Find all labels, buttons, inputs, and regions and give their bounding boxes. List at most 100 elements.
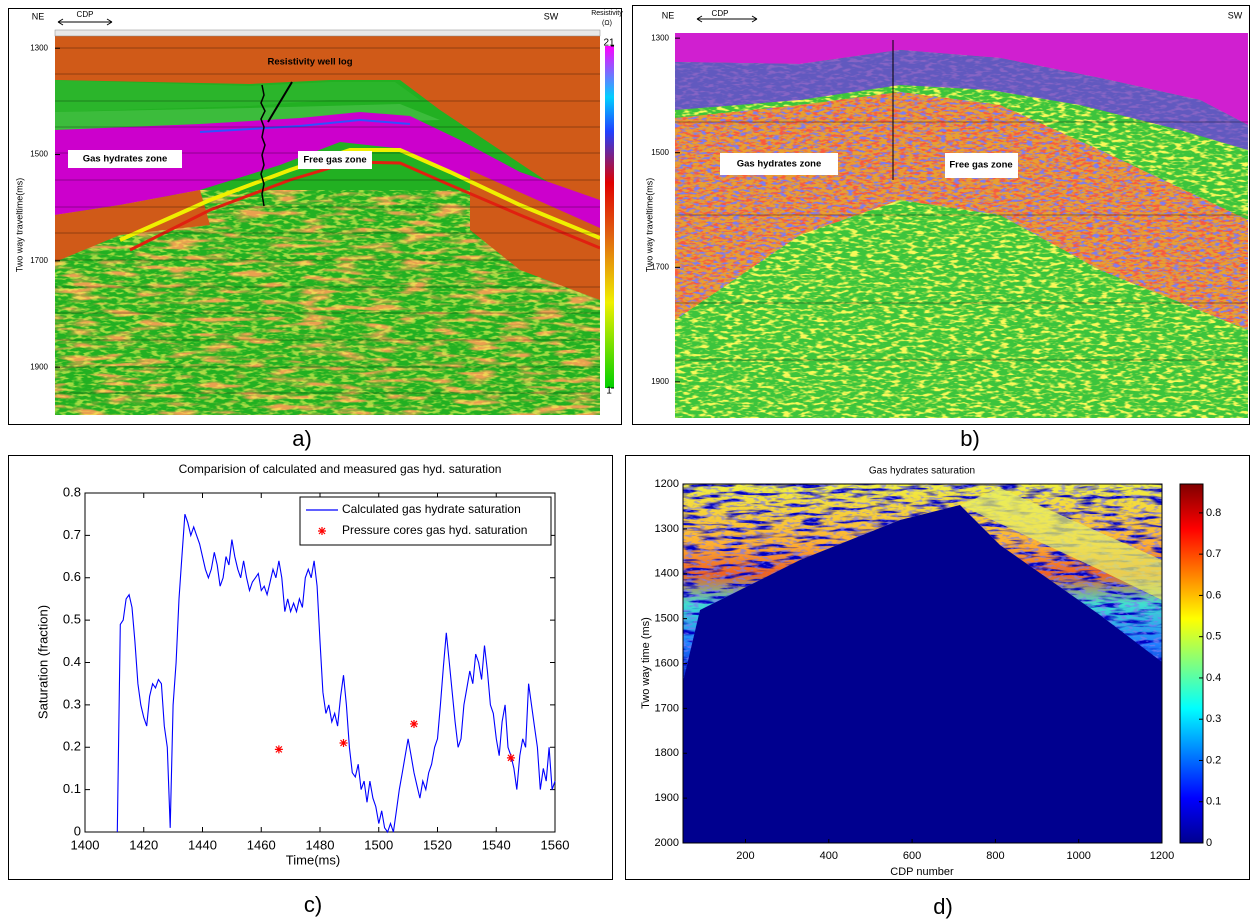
panel-label: c)	[304, 892, 322, 917]
marker	[410, 719, 418, 728]
y-tick-label: 0.2	[63, 739, 81, 754]
panel-label: b)	[960, 426, 980, 451]
colorbar-label: Resistivity	[591, 10, 623, 17]
y-tick-label: 2000	[655, 837, 679, 849]
colorbar-tick-label: 0.6	[1206, 589, 1221, 601]
chart-title: Comparision of calculated and measured g…	[179, 462, 502, 476]
y-tick-label: 1300	[655, 523, 679, 535]
legend-label: Pressure cores gas hyd. saturation	[342, 523, 527, 537]
colorbar-label: (Ω)	[602, 20, 612, 27]
x-tick-label: 1480	[306, 837, 335, 852]
x-axis-label: CDP number	[890, 866, 954, 878]
cdp-label: CDP	[712, 9, 729, 18]
colorbar-tick-label: 0.7	[1206, 548, 1221, 560]
cdp-label: CDP	[77, 10, 94, 19]
y-tick-label: 1500	[30, 150, 48, 159]
colorbar-tick-label: 0.2	[1206, 754, 1221, 766]
x-tick-label: 1400	[71, 837, 100, 852]
colorbar-tick-label: 0.8	[1206, 507, 1221, 519]
section-image	[55, 36, 600, 415]
y-tick-label: 0.7	[63, 527, 81, 542]
y-tick-label: 0.8	[63, 484, 81, 499]
cdp-strip	[54, 29, 601, 37]
annotation-arrow	[267, 81, 293, 123]
frame	[625, 455, 1250, 880]
marker	[506, 753, 515, 762]
colorbar-tick-label: 0.1	[1206, 796, 1221, 808]
x-tick-label: 1440	[188, 837, 217, 852]
colorbar	[1179, 483, 1204, 844]
y-tick-label: 1300	[651, 33, 669, 42]
frame	[8, 455, 613, 880]
x-tick-label: 1460	[247, 837, 276, 852]
x-axis-label: Time(ms)	[286, 852, 340, 867]
annotation: Free gas zone	[949, 160, 1012, 171]
annotation-box	[298, 151, 372, 169]
x-tick-label: 1200	[1150, 850, 1174, 862]
y-tick-label: 1900	[655, 792, 679, 804]
y-tick-label: 1900	[651, 377, 669, 386]
y-tick-label: 1200	[655, 478, 679, 490]
colorbar	[605, 46, 614, 388]
direction-label: SW	[1228, 10, 1243, 20]
colorbar-tick-label: 1	[606, 386, 612, 397]
y-tick-label: 1700	[651, 262, 669, 271]
y-tick-label: 1900	[30, 362, 48, 371]
annotation: Free gas zone	[303, 155, 366, 166]
x-tick-label: 1000	[1066, 850, 1090, 862]
x-tick-label: 400	[820, 850, 838, 862]
chart-title: Gas hydrates saturation	[869, 466, 975, 477]
y-tick-label: 1600	[655, 657, 679, 669]
y-tick-label: 1400	[655, 568, 679, 580]
marker	[274, 745, 283, 754]
annotation-box	[945, 153, 1018, 178]
y-tick-label: 0.5	[63, 612, 81, 627]
colorbar-tick-label: 21	[603, 38, 615, 49]
y-tick-label: 0.3	[63, 696, 81, 711]
y-axis-label: Two way time (ms)	[640, 617, 652, 709]
x-tick-label: 800	[986, 850, 1004, 862]
x-tick-label: 600	[903, 850, 921, 862]
y-tick-label: 0.4	[63, 654, 81, 669]
x-tick-label: 1500	[364, 837, 393, 852]
y-tick-label: 0	[74, 823, 81, 838]
colorbar-tick-label: 0	[1206, 837, 1212, 849]
y-tick-label: 1700	[655, 702, 679, 714]
annotation: Resistivity well log	[268, 57, 353, 68]
x-tick-label: 200	[736, 850, 754, 862]
plot-area	[84, 492, 556, 833]
frame	[632, 5, 1250, 425]
x-tick-label: 1520	[423, 837, 452, 852]
y-tick-label: 0.6	[63, 569, 81, 584]
marker	[339, 739, 348, 748]
direction-label: NE	[32, 11, 45, 21]
frame	[8, 8, 622, 425]
y-tick-label: 0.1	[63, 781, 81, 796]
panel-label: d)	[933, 894, 953, 919]
annotation-box	[720, 153, 838, 175]
legend-label: Calculated gas hydrate saturation	[342, 502, 521, 516]
annotation: Gas hydrates zone	[737, 159, 821, 170]
legend-marker	[318, 527, 326, 535]
line	[116, 514, 556, 834]
y-tick-label: 1700	[30, 256, 48, 265]
colorbar-tick-label: 0.5	[1206, 631, 1221, 643]
annotation: Gas hydrates zone	[83, 154, 167, 165]
direction-label: NE	[662, 10, 675, 20]
section-image	[675, 33, 1248, 418]
direction-label: SW	[544, 11, 559, 21]
y-axis-label: Saturation (fraction)	[35, 605, 50, 719]
colorbar-tick-label: 0.4	[1206, 672, 1221, 684]
y-axis-label: Two way traveltime(ms)	[644, 178, 654, 273]
annotation-box	[68, 150, 182, 168]
y-tick-label: 1800	[655, 747, 679, 759]
cdp-arrow	[57, 18, 113, 26]
x-tick-label: 1420	[129, 837, 158, 852]
x-tick-label: 1560	[541, 837, 570, 852]
y-axis-label: Two way traveltime(ms)	[14, 178, 24, 273]
colorbar-tick-label: 0.3	[1206, 713, 1221, 725]
heatmap-image	[683, 484, 1162, 843]
cdp-arrow	[696, 15, 758, 23]
